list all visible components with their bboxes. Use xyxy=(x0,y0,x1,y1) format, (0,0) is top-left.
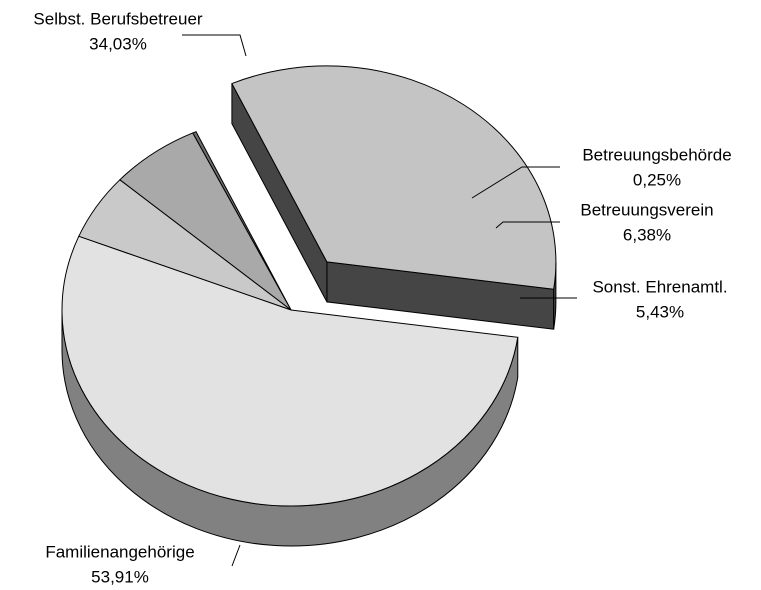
slice xyxy=(61,235,519,507)
slice-label: Betreuungsbehörde xyxy=(582,145,731,164)
slice-value-label: 34,03% xyxy=(89,34,147,53)
slice-value-label: 6,38% xyxy=(623,225,671,244)
slice-value-label: 0,25% xyxy=(633,170,681,189)
leader-line xyxy=(495,221,560,229)
slice-value-label: 53,91% xyxy=(91,567,149,586)
leader-line xyxy=(182,34,247,57)
leader-line xyxy=(231,544,241,567)
slice-label: Selbst. Berufsbetreuer xyxy=(33,9,202,28)
slice xyxy=(231,65,557,290)
leader-line xyxy=(471,166,560,199)
slice-value-label: 5,43% xyxy=(636,302,684,321)
slice-label: Betreuungsverein xyxy=(580,200,713,219)
pie xyxy=(61,65,557,547)
slice-label: Familienangehörige xyxy=(45,542,194,561)
slice-label: Sonst. Ehrenamtl. xyxy=(592,277,727,296)
labels: Selbst. Berufsbetreuer 34,03% Betreuungsbe… xyxy=(33,9,731,586)
